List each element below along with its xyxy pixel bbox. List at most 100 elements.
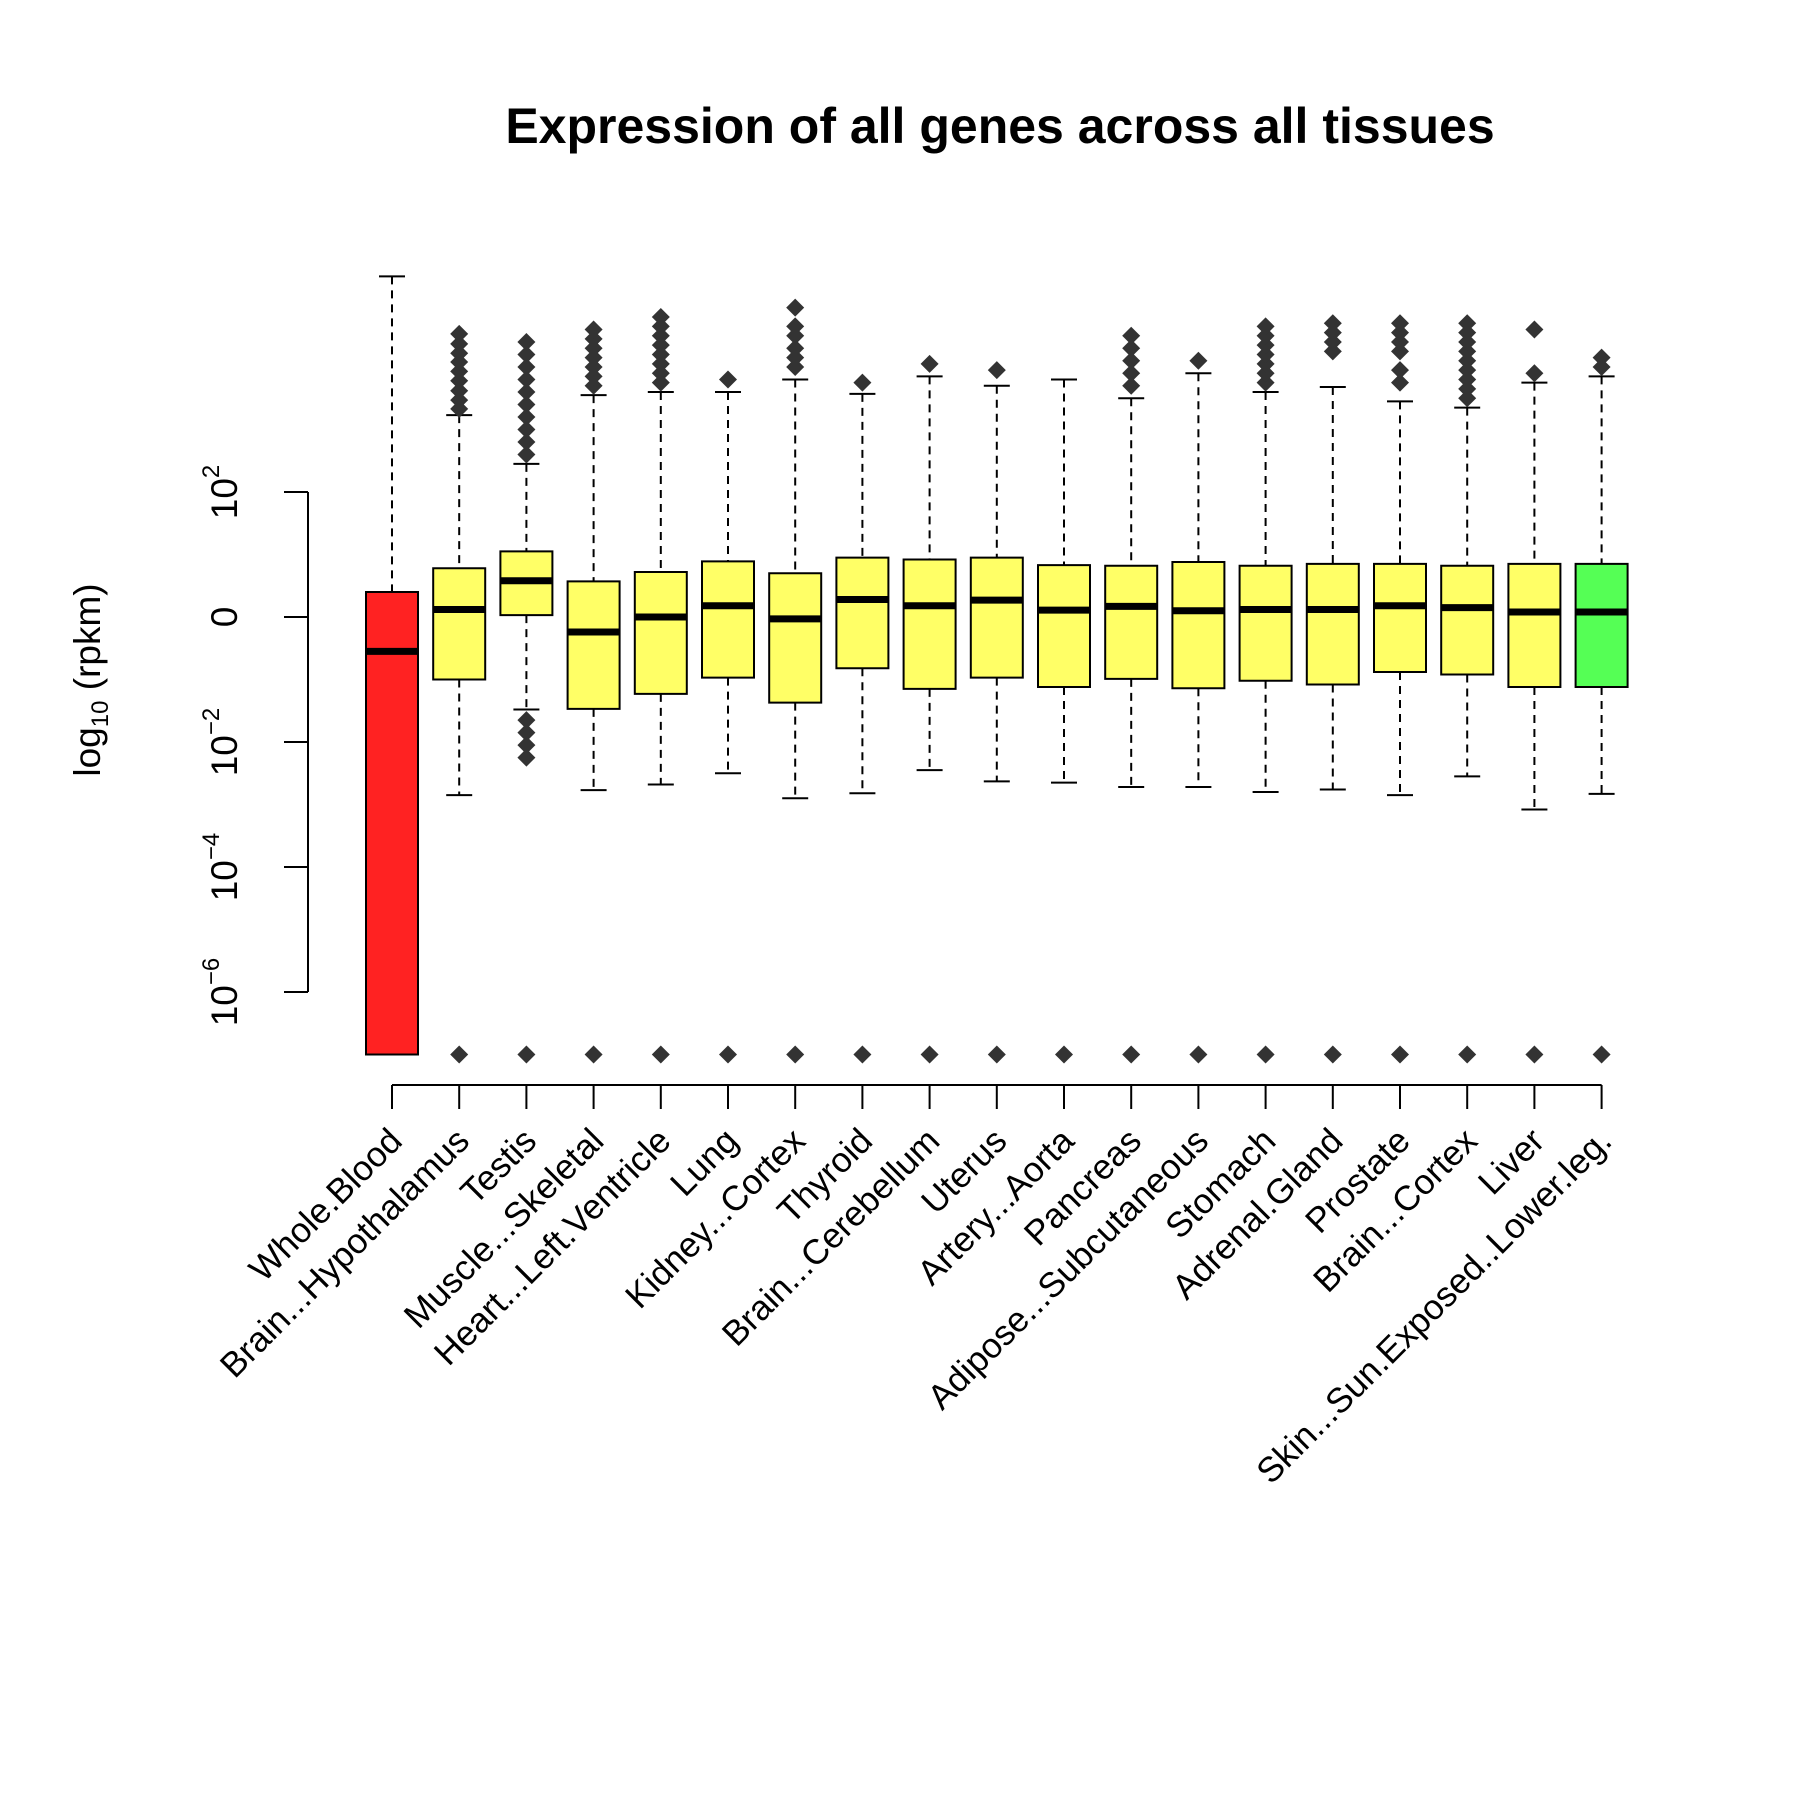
outlier-point (786, 326, 805, 345)
y-tick-label: 0 (204, 607, 245, 628)
outlier-point (517, 345, 536, 364)
y-tick-base: 10 (204, 478, 245, 519)
box-iqr (365, 591, 419, 1056)
outlier-point (517, 748, 536, 767)
outlier-point (584, 348, 603, 367)
outlier-point (920, 1045, 939, 1064)
box-Muscle...Skeletal (566, 320, 621, 1064)
y-tick-value: 0 (204, 607, 245, 628)
outlier-point (786, 348, 805, 367)
box-Adipose...Subcutaneous (1171, 351, 1226, 1064)
outlier-point (1592, 348, 1611, 367)
outlier-point (1391, 333, 1409, 351)
box-iqr (1238, 564, 1293, 682)
y-tick-base: 10 (204, 985, 245, 1026)
outlier-point (987, 1045, 1006, 1064)
outlier-point (517, 445, 536, 464)
boxes (365, 275, 1629, 1064)
y-tick-exponent: 2 (198, 465, 225, 478)
outlier-point (1458, 342, 1477, 361)
y-tick-text: 10−4 (198, 833, 245, 902)
outlier-point (1391, 373, 1409, 392)
outlier-point (1122, 351, 1141, 370)
outlier-point (1391, 361, 1409, 380)
outlier-point (584, 1045, 603, 1064)
outlier-point (651, 354, 670, 373)
outlier-point (1391, 314, 1409, 333)
outlier-point (651, 317, 670, 336)
outlier-point (584, 358, 603, 376)
outlier-point (1458, 389, 1477, 408)
y-tick-label: 10−2 (198, 708, 245, 777)
box-iqr (1373, 562, 1427, 673)
outlier-point (1592, 1045, 1611, 1064)
outlier-point (517, 1045, 536, 1064)
box-iqr (566, 580, 621, 710)
outlier-point (1592, 358, 1611, 376)
y-tick-base: 10 (204, 860, 245, 901)
y-tick-exponent: −6 (198, 958, 225, 985)
box-Stomach (1238, 317, 1293, 1064)
box-iqr (1507, 562, 1562, 688)
outlier-point (1391, 1045, 1409, 1064)
outlier-point (517, 395, 536, 414)
outlier-point (1256, 354, 1275, 373)
outlier-point (1055, 1045, 1073, 1064)
outlier-point (517, 333, 536, 351)
box-Brain...Hypothalamus (432, 324, 487, 1064)
outlier-point (651, 1045, 670, 1064)
outlier-point (1323, 1045, 1342, 1064)
outlier-point (1391, 342, 1409, 361)
outlier-point (853, 1045, 872, 1064)
svg-text:log10 (rpkm): log10 (rpkm) (67, 583, 114, 776)
box-iqr (633, 571, 688, 695)
outlier-point (786, 1045, 805, 1064)
y-tick-text: 10−2 (198, 708, 245, 777)
outlier-point (1256, 345, 1275, 364)
y-tick-base: 10 (204, 735, 245, 776)
outlier-point (987, 361, 1006, 380)
outlier-point (1122, 339, 1141, 358)
outlier-point (450, 334, 469, 353)
outlier-point (1122, 376, 1141, 395)
outlier-point (1458, 333, 1477, 351)
y-axis-label-base: log (67, 727, 108, 776)
outlier-point (1323, 342, 1342, 361)
outlier-point (1256, 317, 1275, 336)
box-iqr (902, 558, 957, 690)
outlier-point (584, 339, 603, 358)
outlier-point (786, 339, 805, 358)
outlier-point (450, 371, 469, 390)
y-tick-exponent: −2 (198, 708, 225, 735)
outlier-point (651, 364, 670, 383)
outlier-point (920, 354, 939, 373)
outlier-point (786, 298, 805, 317)
outlier-point (517, 383, 536, 401)
outlier-point (450, 381, 469, 400)
y-axis-label: log10 (rpkm) (67, 583, 114, 776)
box-Liver (1507, 320, 1562, 1064)
outlier-point (1458, 361, 1477, 380)
outlier-point (1256, 1045, 1275, 1064)
outlier-point (1122, 1045, 1141, 1064)
outlier-point (651, 345, 670, 364)
outlier-point (1458, 314, 1477, 333)
outlier-point (651, 373, 670, 392)
outlier-point (1323, 323, 1342, 342)
outlier-point (1458, 1045, 1477, 1064)
box-Pancreas (1104, 326, 1159, 1064)
outlier-point (450, 391, 469, 410)
outlier-point (450, 344, 469, 363)
outlier-point (1122, 364, 1141, 383)
y-tick-label: 102 (198, 465, 245, 520)
outlier-point (1256, 336, 1275, 355)
outlier-point (1458, 379, 1477, 398)
outlier-point (719, 1045, 737, 1064)
outlier-point (584, 329, 603, 348)
box-Kidney...Cortex (768, 298, 823, 1064)
chart-title: Expression of all genes across all tissu… (505, 98, 1494, 154)
outlier-point (853, 373, 872, 392)
y-axis-label-subscript: 10 (87, 701, 114, 728)
box-Thyroid (835, 373, 890, 1064)
